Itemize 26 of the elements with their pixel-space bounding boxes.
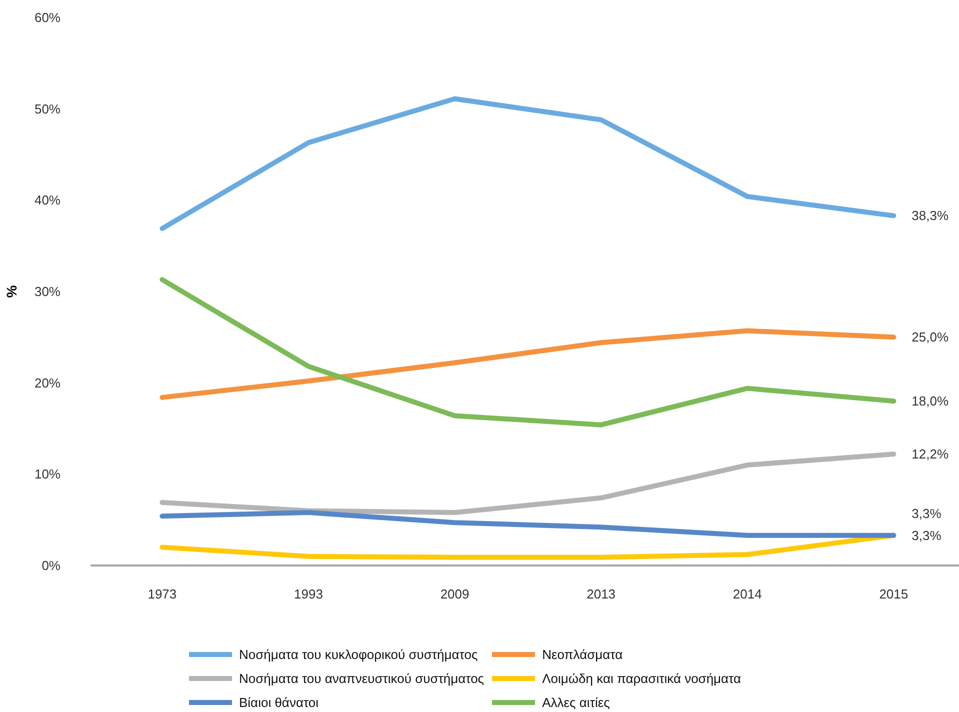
y-tick-label: 30% [34,284,61,299]
x-tick-label: 2013 [586,586,616,602]
x-tick-label: 1993 [294,586,323,602]
y-tick-label: 50% [34,101,61,116]
legend-label: Βίαιοι θάνατοι [239,694,319,710]
legend-label: Νοσήματα του κυκλοφορικού συστήματος [239,646,478,662]
data-label: 12,2% [912,446,949,462]
y-tick-label: 60% [34,10,61,25]
x-tick-label: 2014 [732,586,762,602]
y-tick-label: 0% [42,558,61,573]
y-tick-label: 20% [34,375,61,390]
data-label: 25,0% [912,330,949,345]
x-tick-label: 2009 [440,586,470,602]
legend-label: Αλλες αιτίες [542,694,610,710]
y-tick-label: 40% [34,192,61,208]
x-tick-label: 1973 [148,586,177,602]
data-label: 38,3% [912,208,949,224]
legend-label: Λοιμώδη και παρασιτικά νοσήματα [542,670,742,686]
y-axis-title: % [3,284,20,298]
data-label: 3,3% [912,506,942,521]
legend-label: Νοσήματα του αναπνευστικού συστήματος [239,670,484,686]
y-tick-label: 10% [34,466,61,482]
legend-label: Νεοπλάσματα [542,646,623,662]
x-tick-label: 2015 [879,586,908,602]
data-label: 3,3% [912,528,942,543]
data-label: 18,0% [912,394,949,409]
